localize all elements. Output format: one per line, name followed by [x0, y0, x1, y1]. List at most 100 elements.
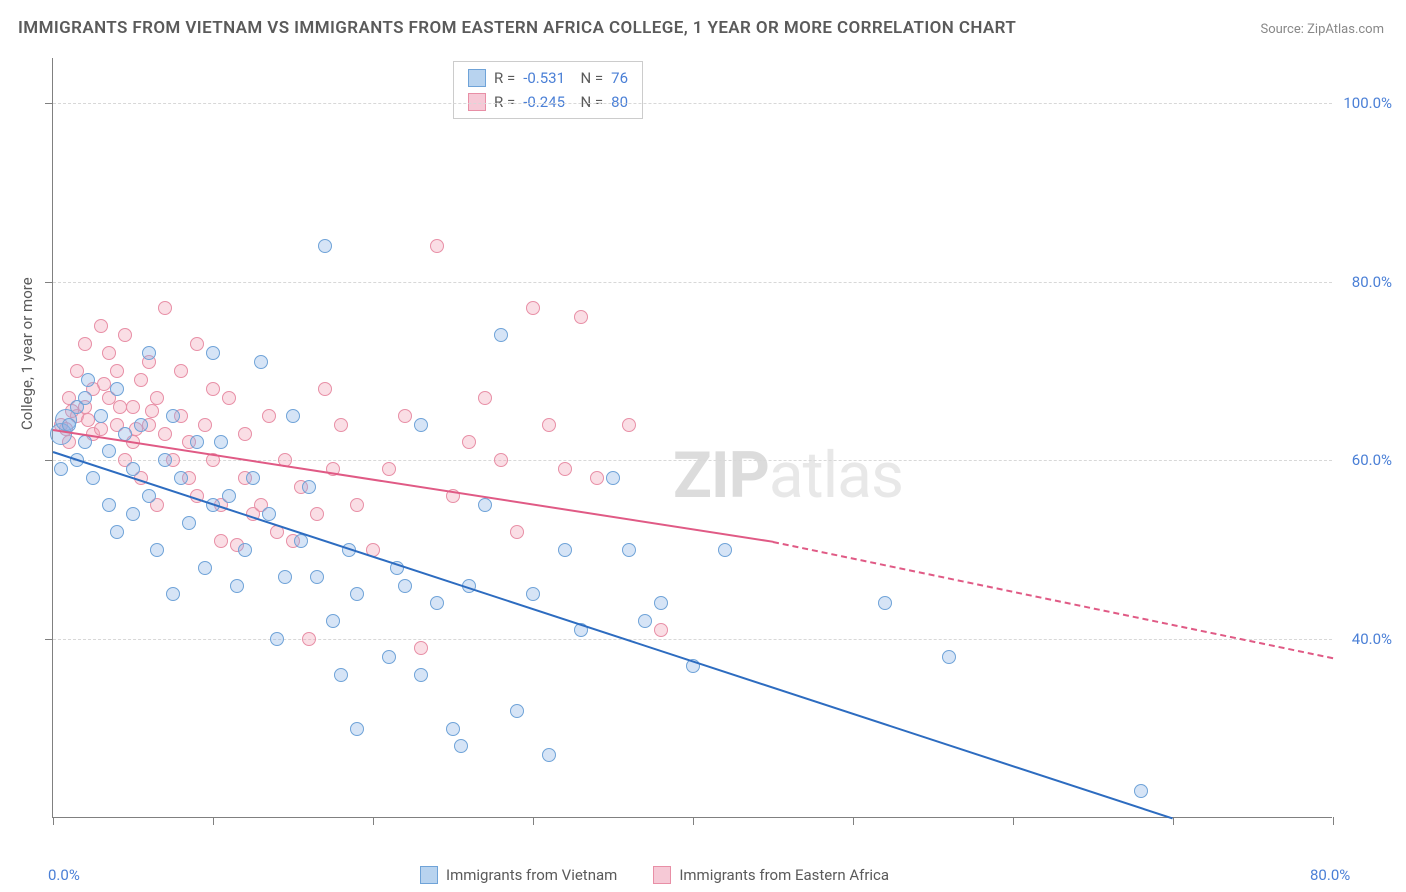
scatter-point	[126, 507, 140, 521]
scatter-point	[270, 632, 284, 646]
scatter-point	[334, 418, 348, 432]
scatter-point	[398, 409, 412, 423]
scatter-point	[510, 525, 524, 539]
scatter-point	[102, 498, 116, 512]
scatter-point	[302, 480, 316, 494]
scatter-point	[126, 462, 140, 476]
scatter-point	[150, 543, 164, 557]
scatter-point	[942, 650, 956, 664]
scatter-point	[142, 346, 156, 360]
scatter-point	[134, 373, 148, 387]
scatter-point	[318, 239, 332, 253]
scatter-point	[190, 337, 204, 351]
source-label: Source: ZipAtlas.com	[1260, 22, 1384, 37]
scatter-point	[166, 587, 180, 601]
scatter-point	[414, 418, 428, 432]
scatter-point	[214, 534, 228, 548]
bottom-legend: Immigrants from Vietnam Immigrants from E…	[420, 866, 889, 884]
scatter-point	[206, 346, 220, 360]
scatter-point	[430, 596, 444, 610]
scatter-point	[174, 364, 188, 378]
scatter-point	[654, 596, 668, 610]
scatter-point	[326, 614, 340, 628]
scatter-point	[190, 435, 204, 449]
scatter-point	[142, 489, 156, 503]
scatter-point	[286, 409, 300, 423]
scatter-point	[310, 570, 324, 584]
scatter-point	[102, 444, 116, 458]
scatter-point	[622, 543, 636, 557]
scatter-point	[222, 489, 236, 503]
gridline	[53, 282, 1332, 283]
scatter-point	[94, 422, 108, 436]
scatter-point	[382, 462, 396, 476]
scatter-point	[590, 471, 604, 485]
plot-area: ZIPatlas R = -0.531 N = 76R = -0.245 N =…	[52, 58, 1332, 818]
scatter-point	[510, 704, 524, 718]
y-axis-label: College, 1 year or more	[18, 277, 36, 430]
scatter-point	[246, 471, 260, 485]
scatter-point	[113, 400, 127, 414]
scatter-point	[262, 409, 276, 423]
scatter-point	[86, 471, 100, 485]
scatter-point	[158, 301, 172, 315]
scatter-point	[238, 543, 252, 557]
scatter-point	[542, 748, 556, 762]
scatter-point	[222, 391, 236, 405]
scatter-point	[494, 328, 508, 342]
scatter-point	[398, 579, 412, 593]
stats-row: R = -0.531 N = 76	[468, 66, 628, 90]
watermark: ZIPatlas	[673, 438, 903, 513]
scatter-point	[262, 507, 276, 521]
scatter-point	[102, 346, 116, 360]
scatter-point	[462, 435, 476, 449]
scatter-point	[654, 623, 668, 637]
scatter-point	[230, 579, 244, 593]
scatter-point	[81, 373, 95, 387]
scatter-point	[134, 418, 148, 432]
scatter-point	[110, 382, 124, 396]
y-tick-label: 60.0%	[1352, 451, 1392, 469]
scatter-point	[638, 614, 652, 628]
scatter-point	[110, 525, 124, 539]
scatter-point	[446, 722, 460, 736]
legend-item: Immigrants from Vietnam	[420, 866, 617, 884]
scatter-point	[718, 543, 732, 557]
scatter-point	[430, 239, 444, 253]
x-tick-label: 80.0%	[1310, 866, 1350, 884]
scatter-point	[622, 418, 636, 432]
scatter-point	[198, 561, 212, 575]
scatter-point	[318, 382, 332, 396]
scatter-point	[414, 668, 428, 682]
scatter-point	[158, 453, 172, 467]
scatter-point	[94, 319, 108, 333]
scatter-point	[382, 650, 396, 664]
scatter-point	[574, 310, 588, 324]
scatter-point	[478, 498, 492, 512]
scatter-point	[198, 418, 212, 432]
scatter-point	[310, 507, 324, 521]
scatter-point	[54, 462, 68, 476]
scatter-point	[302, 632, 316, 646]
scatter-point	[166, 409, 180, 423]
scatter-point	[214, 435, 228, 449]
scatter-point	[278, 570, 292, 584]
scatter-point	[558, 462, 572, 476]
scatter-point	[454, 739, 468, 753]
scatter-point	[526, 301, 540, 315]
scatter-point	[558, 543, 572, 557]
scatter-point	[350, 498, 364, 512]
y-tick-label: 100.0%	[1343, 94, 1392, 112]
scatter-point	[174, 471, 188, 485]
scatter-point	[78, 435, 92, 449]
legend-item: Immigrants from Eastern Africa	[653, 866, 889, 884]
scatter-point	[334, 668, 348, 682]
scatter-point	[606, 471, 620, 485]
scatter-point	[206, 382, 220, 396]
y-tick-label: 40.0%	[1352, 630, 1392, 648]
stats-legend-box: R = -0.531 N = 76R = -0.245 N = 80	[453, 61, 643, 119]
scatter-point	[62, 418, 76, 432]
scatter-point	[494, 453, 508, 467]
scatter-point	[110, 364, 124, 378]
x-tick-label: 0.0%	[48, 866, 80, 884]
